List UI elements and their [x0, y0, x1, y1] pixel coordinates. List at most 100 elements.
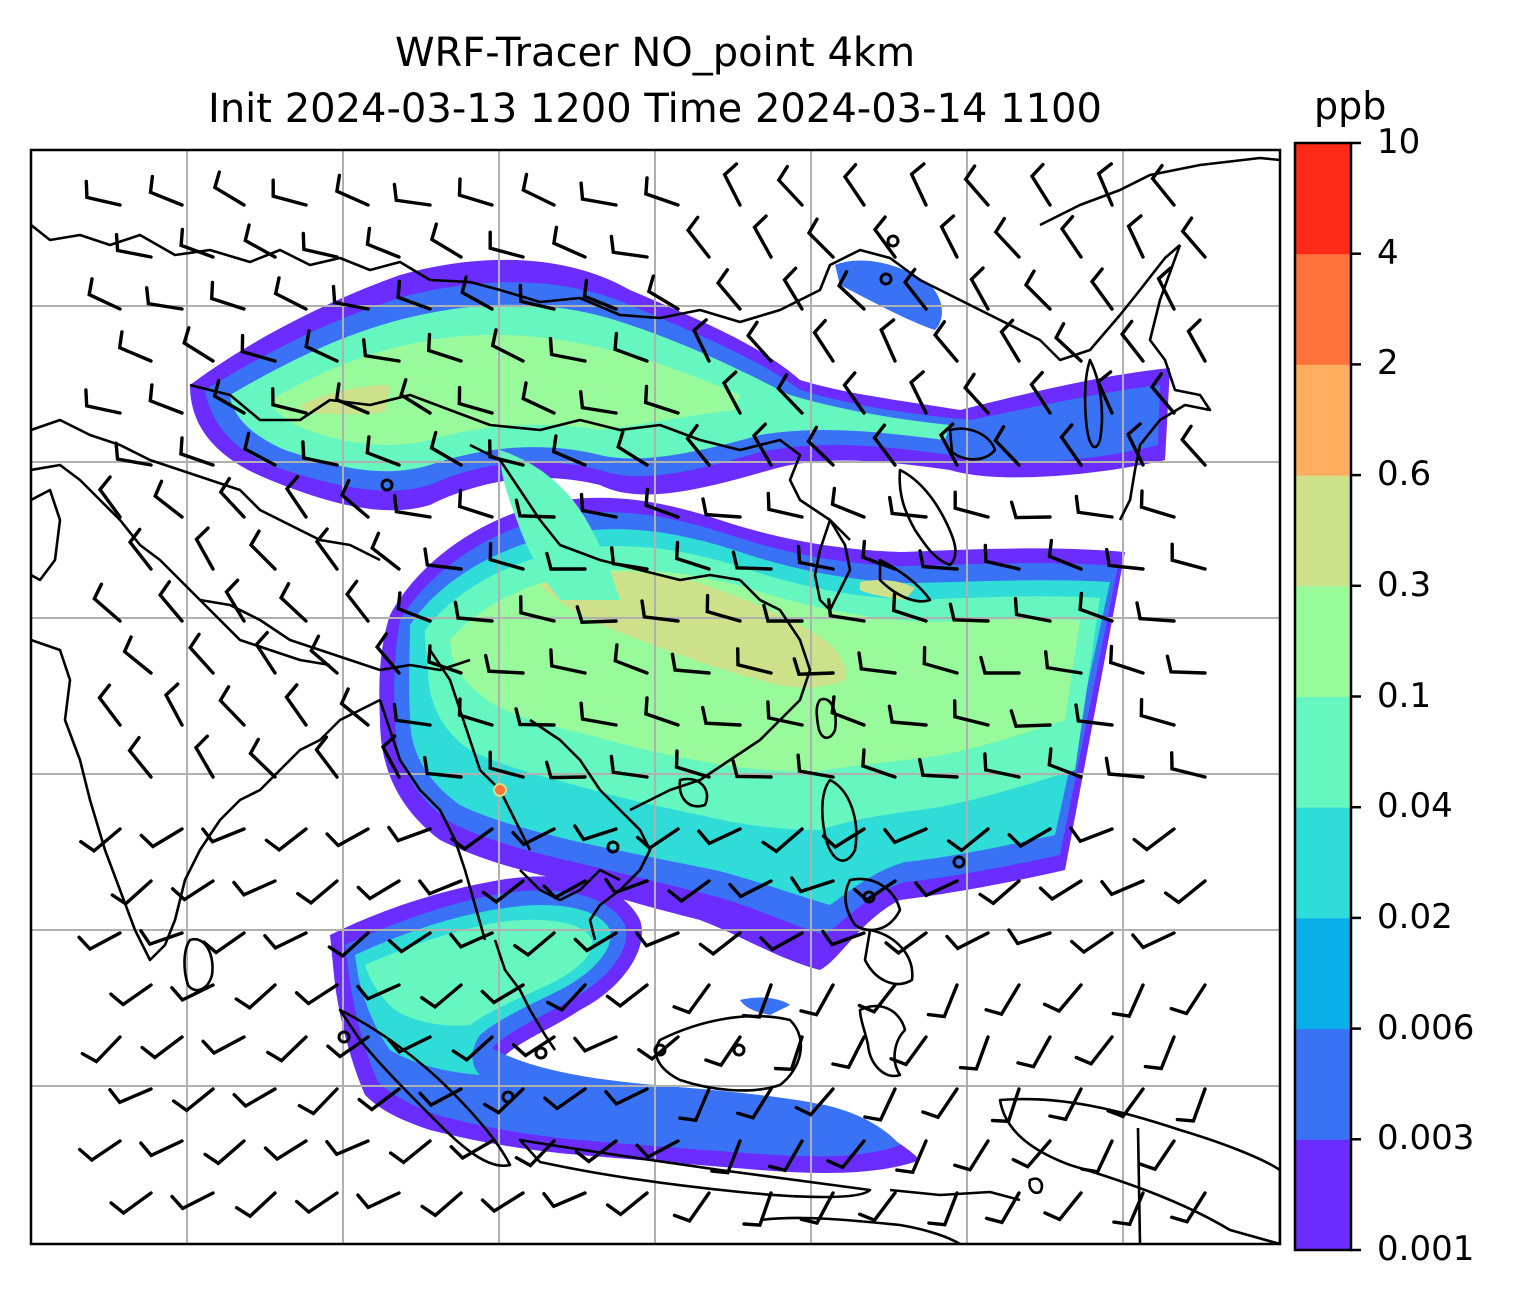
- wind-barb: [243, 223, 277, 259]
- wind-barb: [309, 634, 339, 675]
- wind-barb: [1007, 827, 1052, 849]
- wind-barb: [953, 1139, 990, 1172]
- wind-barb: [418, 1087, 463, 1108]
- coast-sumatra: [338, 1008, 512, 1168]
- wind-barb: [140, 1035, 184, 1060]
- wind-barb: [884, 931, 928, 956]
- wind-barb: [902, 267, 928, 311]
- wind-barb: [392, 182, 432, 207]
- wind-barb: [362, 338, 401, 363]
- wind-barb: [963, 164, 990, 207]
- border-tibet: [199, 598, 471, 672]
- wind-barb: [170, 983, 215, 1002]
- wind-barb: [990, 1087, 1021, 1124]
- wind-barb: [301, 440, 339, 467]
- wind-barb: [139, 929, 184, 947]
- wind-barb: [365, 435, 401, 467]
- coast-bay-bengal: [378, 699, 487, 941]
- wind-barb: [1126, 214, 1145, 259]
- wind-barb: [393, 494, 432, 519]
- wind-barb: [1074, 703, 1114, 727]
- wind-barb: [1096, 162, 1114, 207]
- coast-philippines-south: [844, 877, 902, 932]
- wind-barb: [613, 643, 649, 675]
- wind-barb: [891, 592, 928, 623]
- border-png: [1136, 1127, 1142, 1244]
- wind-barb: [1186, 318, 1207, 363]
- station-marker: [606, 840, 620, 854]
- wind-barb: [637, 1035, 680, 1062]
- wind-barb: [335, 173, 370, 207]
- wind-barb: [80, 1035, 122, 1064]
- wind-barb: [831, 1035, 866, 1070]
- wind-barb: [731, 550, 773, 571]
- wind-barb: [604, 1087, 649, 1106]
- wind-barb: [1038, 879, 1083, 902]
- wind-barb: [218, 476, 246, 519]
- wind-barb: [521, 172, 556, 207]
- wind-barb: [1106, 1087, 1145, 1119]
- wind-barb: [932, 320, 959, 363]
- station-marker: [534, 1046, 548, 1060]
- wind-barb: [715, 268, 742, 311]
- wind-barb: [284, 683, 308, 727]
- wind-barb: [635, 931, 680, 948]
- wind-barb: [232, 1087, 277, 1109]
- wind-barb: [1132, 827, 1176, 852]
- wind-barb: [1149, 372, 1176, 415]
- wind-barb: [1100, 879, 1145, 897]
- wind-barb: [799, 983, 835, 1017]
- wind-barb: [636, 827, 680, 851]
- map-title-line2: Init 2024-03-13 1200 Time 2024-03-14 110…: [208, 86, 1102, 132]
- map-frame: [29, 148, 1282, 1246]
- wind-barb: [511, 1035, 556, 1058]
- wind-barb: [450, 827, 494, 852]
- wind-barb: [826, 1139, 866, 1170]
- station-marker: [886, 234, 900, 248]
- wind-barb: [582, 278, 618, 311]
- wind-barb: [248, 529, 277, 571]
- wind-barb: [114, 232, 153, 259]
- wind-barb: [248, 737, 277, 779]
- wind-barb: [234, 1191, 277, 1219]
- wind-barb: [202, 931, 246, 955]
- colorbar-tick-label: 0.02: [1377, 896, 1453, 937]
- station-marker: [732, 1043, 746, 1057]
- wind-barb: [644, 176, 680, 207]
- wind-barb: [357, 1087, 401, 1112]
- wind-barb: [993, 425, 1021, 467]
- wind-barb: [830, 486, 866, 519]
- coast-sulawesi: [858, 1004, 907, 1078]
- wind-barb: [1042, 983, 1083, 1014]
- wind-barb: [573, 824, 618, 842]
- border-china-north: [469, 443, 741, 582]
- wind-barb: [423, 547, 463, 571]
- wind-barb: [542, 1191, 587, 1209]
- wind-barb: [278, 582, 308, 623]
- wind-barb: [858, 1191, 897, 1223]
- wind-barb: [295, 1191, 339, 1215]
- wind-barb: [481, 879, 525, 905]
- wind-barb: [194, 526, 215, 571]
- colorbar-tick-label: 0.6: [1377, 454, 1432, 495]
- wind-barb: [1078, 591, 1114, 623]
- wind-barb: [170, 1191, 215, 1211]
- wind-barb: [1180, 424, 1207, 467]
- wind-barb: [731, 759, 773, 779]
- wind-barb: [1011, 1139, 1052, 1169]
- border-mongolia: [189, 383, 851, 541]
- wind-barb: [1007, 928, 1052, 946]
- wind-barb: [993, 216, 1021, 259]
- wind-barb: [296, 879, 339, 906]
- wind-barb: [1089, 267, 1114, 311]
- wind-barb: [153, 479, 184, 519]
- wind-barb: [314, 527, 339, 571]
- colorbar-tick-label: 0.001: [1377, 1229, 1475, 1269]
- wind-barb: [301, 231, 339, 259]
- wind-barb: [782, 266, 804, 311]
- wind-barb: [1074, 1035, 1114, 1066]
- wind-barb: [263, 931, 308, 950]
- wind-barb: [1048, 1087, 1083, 1122]
- wind-barb: [84, 388, 122, 415]
- wind-barb: [488, 230, 525, 259]
